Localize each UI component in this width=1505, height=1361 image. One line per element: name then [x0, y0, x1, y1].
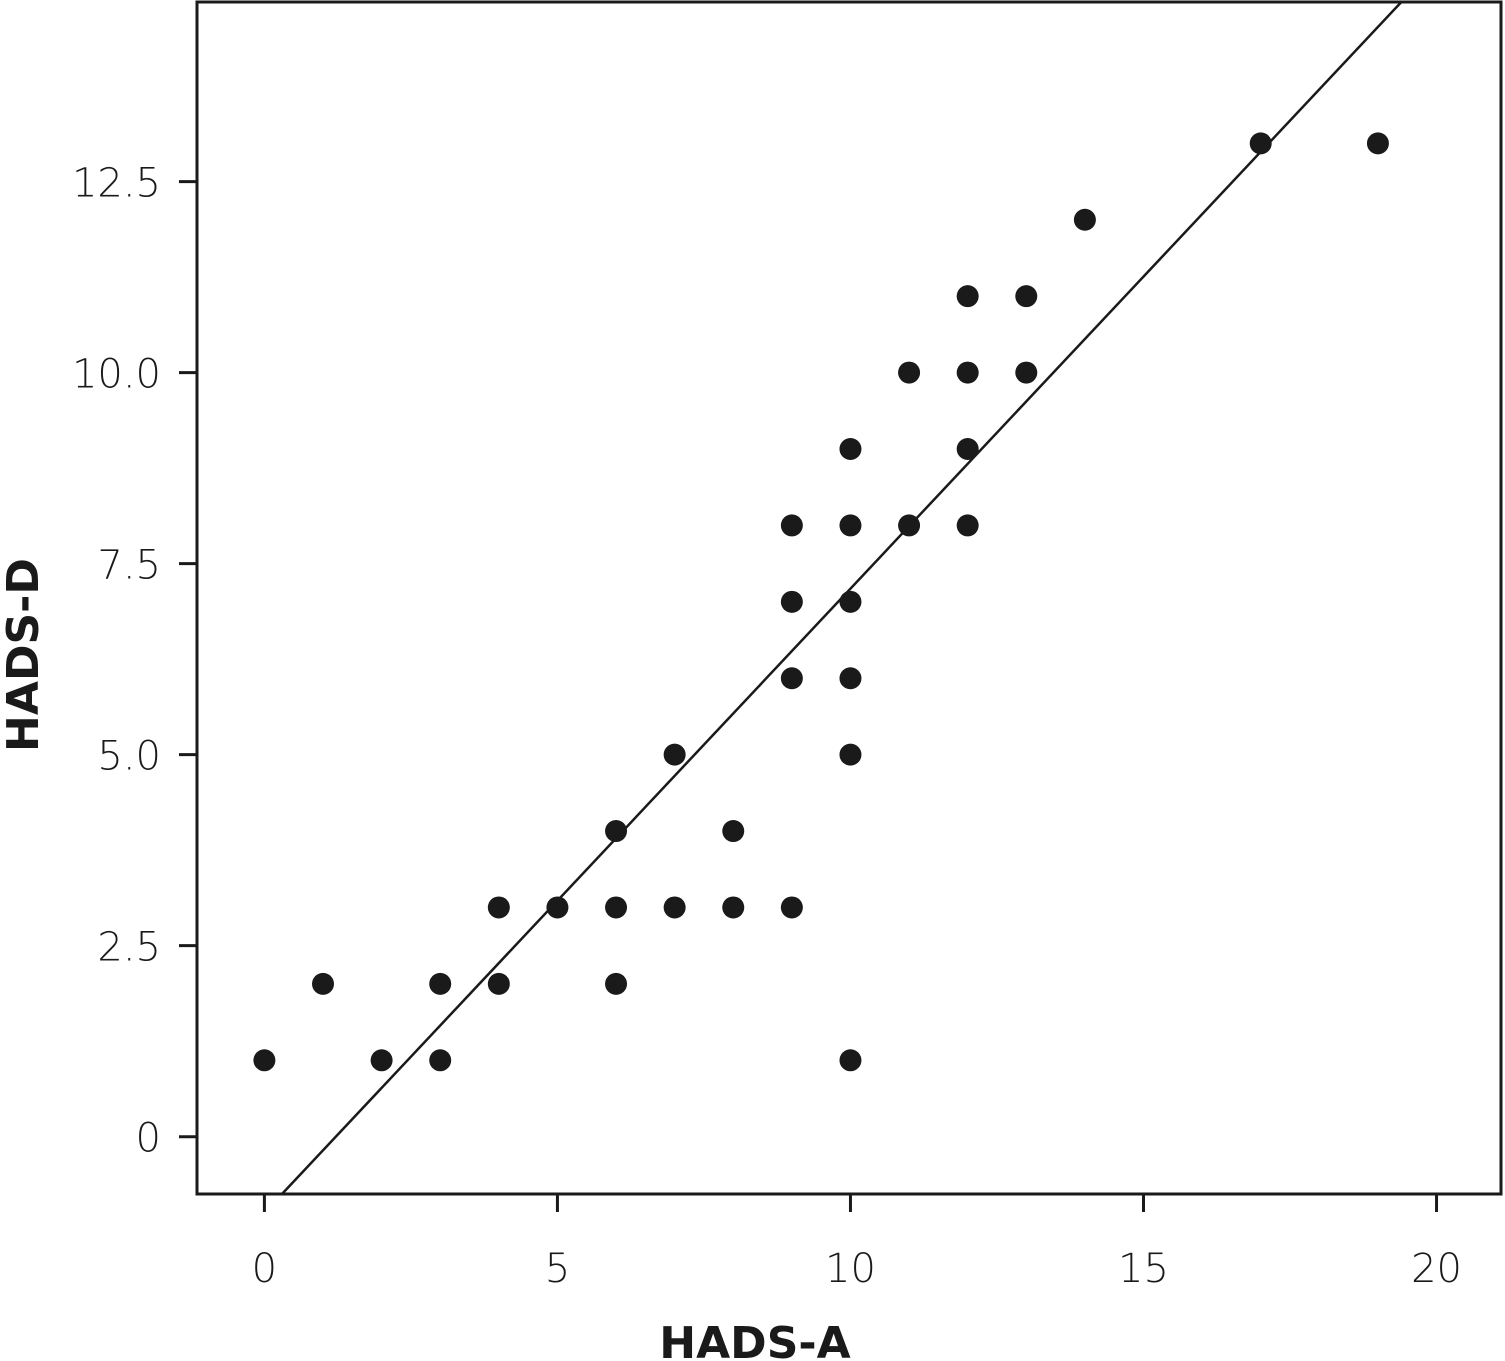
x-axis-title: HADS-A [659, 1318, 850, 1361]
data-point [956, 514, 979, 537]
data-point [605, 972, 628, 995]
data-point [780, 590, 803, 613]
data-point [605, 896, 628, 919]
data-point [898, 514, 921, 537]
data-point [487, 896, 510, 919]
points-layer [253, 132, 1389, 1072]
data-point [839, 438, 862, 460]
y-tick-label: 10.0 [72, 352, 161, 398]
data-point [605, 820, 628, 843]
data-point [722, 820, 745, 843]
data-point [1015, 285, 1038, 308]
data-point [839, 514, 862, 537]
data-point [839, 743, 862, 766]
y-axis-title: HADS-D [0, 558, 49, 752]
x-tick-label: 20 [1411, 1246, 1462, 1292]
data-point [1366, 132, 1389, 155]
data-point [780, 667, 803, 690]
data-point [956, 438, 979, 460]
y-tick-label: 7.5 [97, 543, 161, 589]
data-point [1073, 208, 1096, 231]
y-tick-label: 5.0 [97, 734, 161, 780]
y-tick-label: 12.5 [72, 161, 161, 207]
data-point [722, 896, 745, 919]
y-tick-label: 0 [136, 1116, 161, 1162]
data-point [1015, 361, 1038, 384]
data-point [663, 896, 686, 919]
ticks-layer: 0 5 10 15 20 0 2.5 5.0 7.5 10.0 12.5 [72, 161, 1462, 1292]
x-tick-label: 0 [252, 1246, 277, 1292]
data-point [780, 896, 803, 919]
data-point [839, 1049, 862, 1072]
data-point [1249, 132, 1272, 155]
data-point [546, 896, 569, 919]
data-point [839, 590, 862, 613]
data-point [370, 1049, 393, 1072]
data-point [663, 743, 686, 766]
data-point [780, 514, 803, 537]
data-point [839, 667, 862, 690]
data-point [487, 972, 510, 995]
data-point [898, 361, 921, 384]
data-point [312, 972, 335, 995]
x-tick-label: 5 [545, 1246, 570, 1292]
data-point [429, 972, 452, 995]
x-tick-label: 15 [1118, 1246, 1169, 1292]
data-point [956, 361, 979, 384]
data-point [253, 1049, 276, 1072]
x-tick-label: 10 [825, 1246, 876, 1292]
data-point [956, 285, 979, 308]
y-tick-label: 2.5 [97, 925, 161, 971]
data-point [429, 1049, 452, 1072]
